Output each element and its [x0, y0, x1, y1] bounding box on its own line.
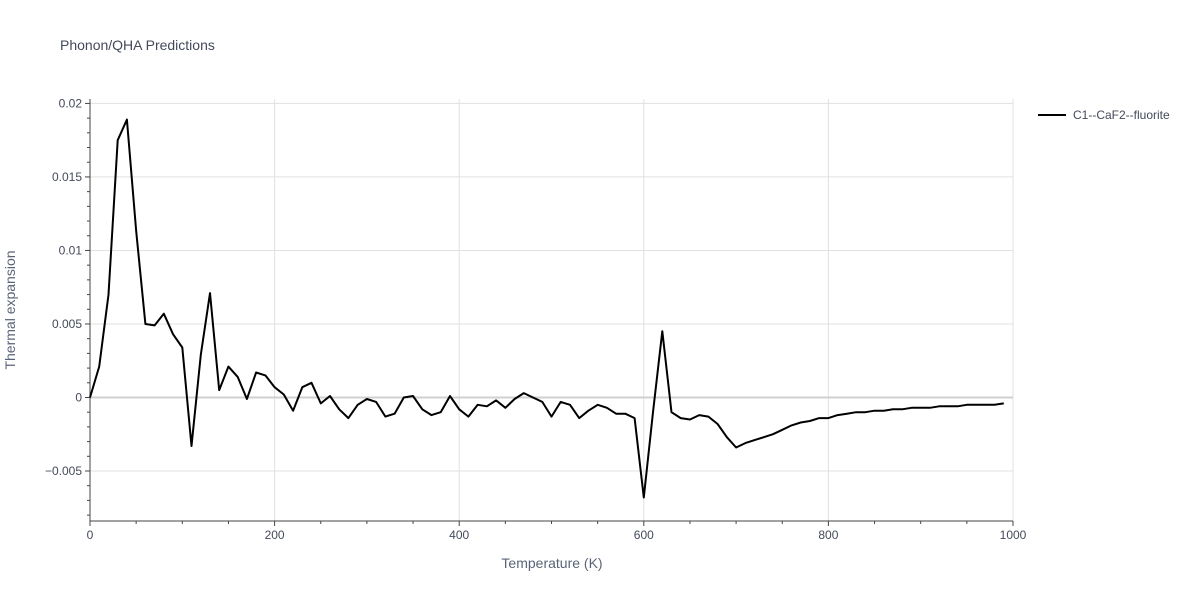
y-tick-label: 0.01 — [59, 243, 83, 257]
x-tick-label: 600 — [634, 528, 654, 542]
x-tick-label: 1000 — [1000, 528, 1027, 542]
legend-label: C1--CaF2--fluorite — [1073, 108, 1170, 122]
x-tick-labels: 0 200 400 600 800 1000 — [87, 528, 1027, 542]
y-tick-label: 0.02 — [59, 96, 83, 110]
y-tick-label: −0.005 — [45, 464, 82, 478]
x-axis-title: Temperature (K) — [501, 555, 602, 571]
y-axis-title: Thermal expansion — [2, 250, 18, 369]
x-tick-label: 400 — [449, 528, 469, 542]
x-tick-label: 0 — [87, 528, 94, 542]
y-tick-labels: −0.005 0 0.005 0.01 0.015 0.02 — [45, 96, 82, 478]
y-tick-label: 0.005 — [52, 317, 82, 331]
chart-title: Phonon/QHA Predictions — [60, 37, 215, 53]
series-line-0 — [89, 118, 1004, 499]
plot-area — [89, 118, 1004, 499]
x-tick-label: 800 — [818, 528, 838, 542]
axes — [85, 99, 1014, 526]
y-tick-label: 0.015 — [52, 170, 82, 184]
legend: C1--CaF2--fluorite — [1038, 108, 1170, 122]
y-tick-label: 0 — [75, 390, 82, 404]
gridlines — [90, 99, 1014, 521]
x-tick-label: 200 — [265, 528, 285, 542]
